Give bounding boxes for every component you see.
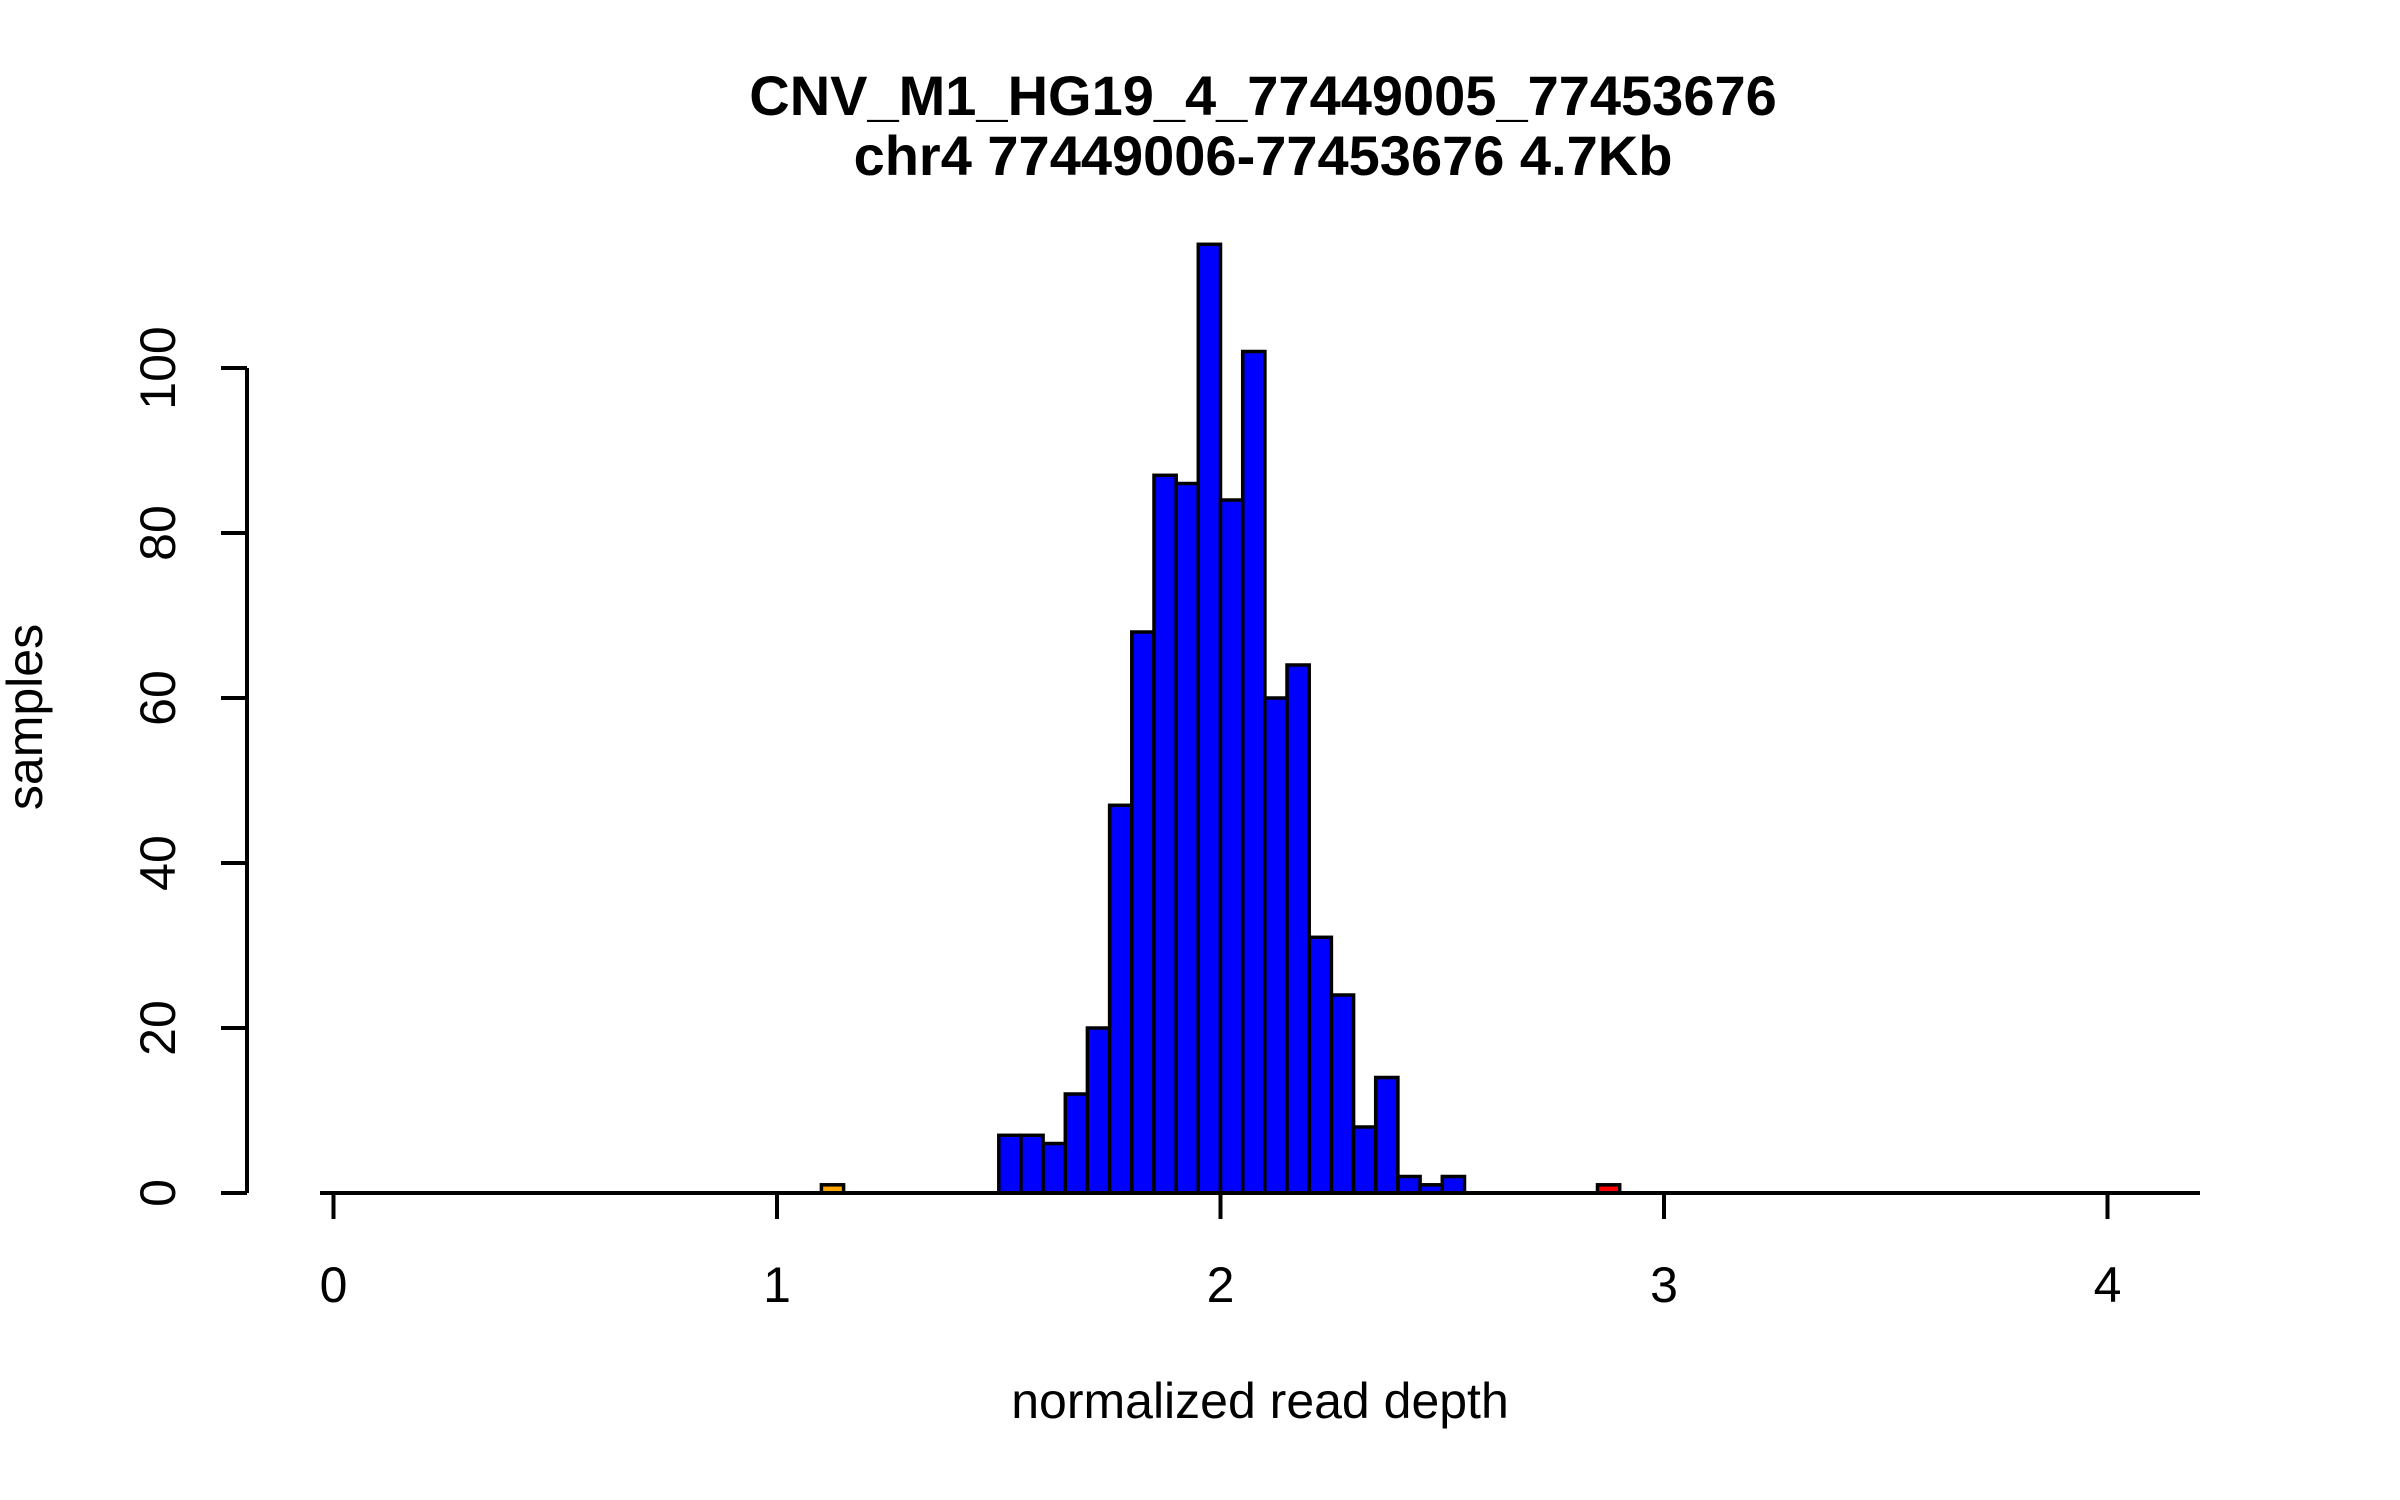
histogram-bar (1373, 1075, 1400, 1195)
chart-title-line1: CNV_M1_HG19_4_77449005_77453676 (749, 64, 1777, 127)
chart-title-line2: chr4 77449006-77453676 4.7Kb (854, 124, 1673, 187)
histogram-bar (1263, 696, 1289, 1195)
histogram-bar (1107, 803, 1134, 1195)
histogram-bar (1351, 1125, 1378, 1195)
histogram-bar (1085, 1026, 1112, 1195)
y-tick-label: 40 (130, 835, 186, 891)
histogram-bar (1307, 935, 1334, 1195)
histogram-bar (1041, 1141, 1068, 1195)
histogram-bar (1329, 993, 1356, 1195)
histogram-bar (1174, 481, 1201, 1195)
y-tick-label: 80 (130, 505, 186, 561)
x-tick-label: 3 (1650, 1257, 1678, 1313)
histogram-bar (1240, 349, 1267, 1195)
y-tick-label: 0 (130, 1179, 186, 1207)
y-tick-label: 60 (130, 670, 186, 726)
histogram-bar (1285, 663, 1311, 1195)
bars-layer (819, 242, 1622, 1195)
histogram-bar (1196, 242, 1223, 1195)
x-tick-label: 2 (1207, 1257, 1235, 1313)
histogram-bar (1152, 473, 1178, 1195)
histogram-bar (1218, 498, 1245, 1195)
x-tick-label: 0 (320, 1257, 348, 1313)
histogram-bar (1440, 1174, 1467, 1195)
y-tick-label: 20 (130, 1000, 186, 1056)
histogram-bar (1063, 1092, 1090, 1195)
y-tick-label: 100 (130, 326, 186, 409)
histogram-bar (1130, 630, 1156, 1195)
x-tick-label: 1 (763, 1257, 791, 1313)
histogram-bar (997, 1133, 1023, 1195)
x-axis-label: normalized read depth (1011, 1373, 1509, 1429)
x-tick-label: 4 (2094, 1257, 2122, 1313)
histogram-bar (1019, 1133, 1045, 1195)
y-axis-label: samples (0, 624, 53, 810)
histogram-bar (1396, 1174, 1422, 1195)
